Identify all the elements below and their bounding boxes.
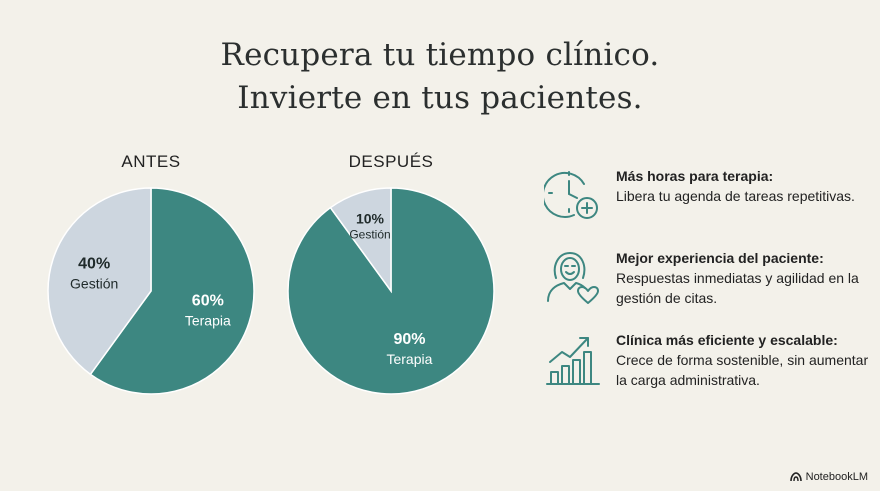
feature-heading: Más horas para terapia: — [616, 168, 774, 184]
clock-plus-icon — [544, 171, 598, 219]
page-title: Recupera tu tiempo clínico. Invierte en … — [0, 34, 880, 120]
pie-slice-terapia — [89, 187, 255, 395]
brand-text: NotebookLM — [805, 471, 868, 483]
feature-text: Libera tu agenda de tareas repetitivas. — [616, 188, 855, 204]
pie-value-label: 10% — [356, 210, 385, 226]
pie-slice-gestin — [329, 187, 392, 294]
title-line-1: Recupera tu tiempo clínico. — [220, 37, 660, 73]
title-line-2: Invierte en tus pacientes. — [237, 80, 643, 116]
patient-heart-icon — [547, 252, 599, 304]
feature-text: Crece de forma sostenible, sin aumentar … — [616, 352, 869, 388]
pie-slice-gestin — [47, 187, 152, 376]
feature-heading: Clínica más eficiente y escalable: — [616, 332, 838, 348]
feature-text: Respuestas inmediatas y agilidad en la g… — [616, 270, 859, 306]
growth-chart-icon — [546, 337, 600, 385]
pie-title-after: DESPUÉS — [348, 152, 434, 171]
pie-value-label: 40% — [78, 256, 110, 273]
notebooklm-logo-icon — [789, 472, 802, 482]
pie-title-before: ANTES — [121, 152, 181, 171]
pie-category-label: Gestión — [349, 227, 390, 241]
pie-category-label: Terapia — [185, 312, 231, 328]
pie-value-label: 90% — [393, 331, 425, 348]
pie-category-label: Gestión — [70, 276, 118, 292]
pie-value-label: 60% — [192, 292, 224, 309]
brand-watermark: NotebookLM — [789, 471, 868, 483]
pie-category-label: Terapia — [386, 351, 432, 367]
feature-heading: Mejor experiencia del paciente: — [616, 250, 824, 266]
